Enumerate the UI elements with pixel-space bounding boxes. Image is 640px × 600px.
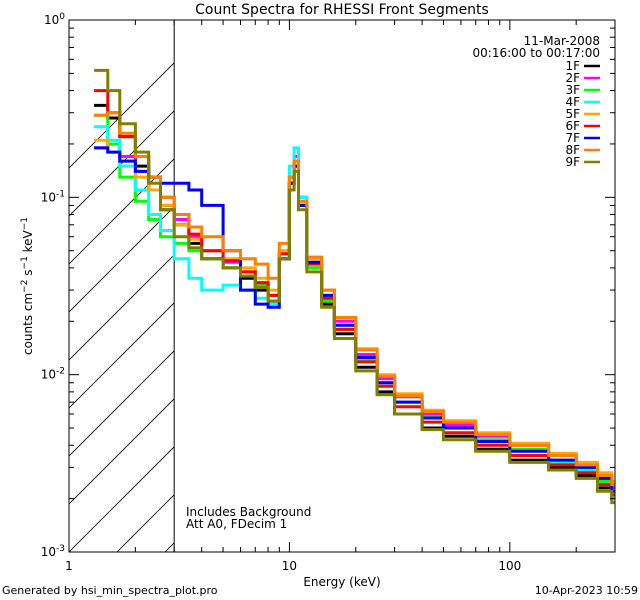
x-tick-label: 1 — [65, 559, 73, 573]
series-8F-line — [94, 111, 615, 487]
annotation-attenuator: Att A0, FDecim 1 — [186, 517, 287, 531]
series-6F-line — [94, 89, 615, 497]
annotation-background: Includes Background — [186, 505, 311, 519]
series-1F-line — [94, 103, 615, 501]
legend-label-9F: 9F — [565, 155, 580, 169]
legend-label-3F: 3F — [565, 83, 580, 97]
y-tick-label: 10-2 — [41, 367, 65, 382]
legend-label-6F: 6F — [565, 119, 580, 133]
series-2F-line — [94, 142, 615, 490]
time-range-label: 00:16:00 to 00:17:00 — [473, 46, 600, 60]
x-axis-label: Energy (keV) — [303, 575, 380, 589]
legend-label-4F: 4F — [565, 95, 580, 109]
x-tick-label: 10 — [282, 559, 297, 573]
legend-label-1F: 1F — [565, 59, 580, 73]
background-hatched-region — [69, 62, 175, 552]
legend-label-8F: 8F — [565, 143, 580, 157]
plot-frame — [68, 19, 616, 553]
y-axis-label-base: counts cm — [21, 293, 35, 355]
legend-label-7F: 7F — [565, 131, 580, 145]
footer-generator-note: Generated by hsi_min_spectra_plot.pro — [2, 584, 218, 597]
date-label: 11-Mar-2008 — [524, 34, 600, 48]
series-layer — [94, 68, 615, 505]
legend-label-5F: 5F — [565, 107, 580, 121]
x-tick-label: 100 — [498, 559, 521, 573]
y-axis-label: counts cm−2 s−1 keV−1 — [20, 217, 35, 355]
y-tick-label: 10-1 — [41, 189, 65, 204]
footer-timestamp: 10-Apr-2023 10:59 — [534, 584, 638, 597]
series-5F-line — [94, 138, 615, 483]
y-tick-label: 10-3 — [41, 544, 65, 559]
series-9F-line — [94, 68, 615, 505]
axis-ticks: 1 10 100 10-3 10-2 10-1 100 — [41, 12, 616, 573]
legend-label-2F: 2F — [565, 71, 580, 85]
chart-title: Count Spectra for RHESSI Front Segments — [195, 2, 489, 18]
y-tick-label: 100 — [44, 12, 65, 27]
